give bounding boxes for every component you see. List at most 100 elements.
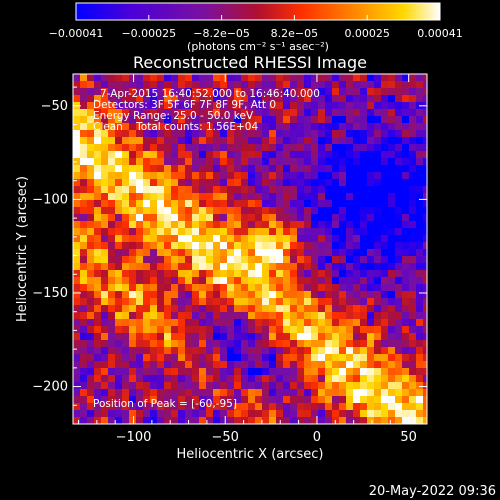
heatmap-cell — [367, 305, 374, 312]
heatmap-cell — [304, 116, 311, 123]
heatmap-cell — [115, 312, 122, 319]
heatmap-cell — [199, 221, 206, 228]
heatmap-cell — [115, 354, 122, 361]
heatmap-cell — [255, 74, 262, 81]
heatmap-cell — [388, 403, 395, 410]
heatmap-cell — [80, 340, 87, 347]
heatmap-cell — [423, 375, 427, 382]
heatmap-cell — [115, 200, 122, 207]
heatmap-cell — [129, 200, 136, 207]
heatmap-cell — [150, 284, 157, 291]
heatmap-cell — [395, 326, 402, 333]
heatmap-cell — [325, 81, 332, 88]
heatmap-cell — [290, 116, 297, 123]
heatmap-cell — [199, 214, 206, 221]
heatmap-cell — [276, 165, 283, 172]
heatmap-cell — [339, 396, 346, 403]
heatmap-cell — [311, 221, 318, 228]
heatmap-cell — [360, 270, 367, 277]
heatmap-cell — [339, 165, 346, 172]
heatmap-cell — [297, 403, 304, 410]
heatmap-cell — [353, 347, 360, 354]
heatmap-cell — [325, 354, 332, 361]
heatmap-cell — [171, 193, 178, 200]
heatmap-cell — [395, 74, 402, 81]
heatmap-cell — [381, 193, 388, 200]
heatmap-cell — [283, 214, 290, 221]
heatmap-cell — [220, 382, 227, 389]
heatmap-cell — [318, 347, 325, 354]
heatmap-cell — [108, 375, 115, 382]
heatmap-cell — [381, 382, 388, 389]
heatmap-cell — [374, 186, 381, 193]
heatmap-cell — [304, 214, 311, 221]
heatmap-cell — [339, 298, 346, 305]
heatmap-cell — [325, 179, 332, 186]
heatmap-cell — [304, 207, 311, 214]
heatmap-cell — [213, 109, 220, 116]
heatmap-cell — [269, 284, 276, 291]
heatmap-cell — [311, 158, 318, 165]
heatmap-cell — [311, 396, 318, 403]
heatmap-cell — [318, 256, 325, 263]
heatmap-cell — [136, 221, 143, 228]
heatmap-cell — [87, 368, 94, 375]
heatmap-cell — [199, 368, 206, 375]
heatmap-cell — [136, 361, 143, 368]
heatmap-cell — [164, 382, 171, 389]
heatmap-cell — [269, 228, 276, 235]
heatmap-cell — [220, 179, 227, 186]
heatmap-cell — [171, 158, 178, 165]
heatmap-cell — [206, 354, 213, 361]
heatmap-cell — [360, 179, 367, 186]
heatmap-cell — [276, 102, 283, 109]
heatmap-cell — [101, 214, 108, 221]
heatmap-cell — [395, 312, 402, 319]
heatmap-cell — [360, 102, 367, 109]
heatmap-cell — [360, 389, 367, 396]
heatmap-cell — [192, 221, 199, 228]
heatmap-cell — [199, 144, 206, 151]
heatmap-cell — [101, 137, 108, 144]
heatmap-cell — [178, 242, 185, 249]
heatmap-cell — [227, 193, 234, 200]
heatmap-cell — [108, 249, 115, 256]
heatmap-cell — [360, 284, 367, 291]
heatmap-cell — [409, 256, 416, 263]
heatmap-cell — [143, 109, 150, 116]
heatmap-cell — [234, 109, 241, 116]
heatmap-cell — [416, 270, 423, 277]
heatmap-cell — [374, 361, 381, 368]
heatmap-cell — [73, 319, 80, 326]
heatmap-cell — [157, 74, 164, 81]
heatmap-cell — [395, 116, 402, 123]
heatmap-cell — [178, 256, 185, 263]
heatmap-cell — [416, 249, 423, 256]
heatmap-cell — [255, 95, 262, 102]
heatmap-cell — [269, 144, 276, 151]
heatmap-cell — [374, 389, 381, 396]
heatmap-cell — [192, 284, 199, 291]
heatmap-cell — [318, 319, 325, 326]
heatmap-cell — [409, 305, 416, 312]
heatmap-cell — [395, 235, 402, 242]
heatmap-cell — [311, 116, 318, 123]
heatmap-cell — [241, 200, 248, 207]
heatmap-cell — [423, 417, 427, 424]
heatmap-cell — [178, 340, 185, 347]
heatmap-cell — [213, 347, 220, 354]
heatmap-cell — [367, 277, 374, 284]
heatmap-cell — [395, 270, 402, 277]
heatmap-cell — [178, 249, 185, 256]
heatmap-cell — [402, 410, 409, 417]
heatmap-cell — [157, 200, 164, 207]
heatmap-cell — [234, 326, 241, 333]
heatmap-cell — [332, 207, 339, 214]
heatmap-cell — [101, 298, 108, 305]
heatmap-cell — [255, 340, 262, 347]
heatmap-cell — [248, 354, 255, 361]
heatmap-cell — [423, 88, 427, 95]
heatmap-cell — [185, 298, 192, 305]
heatmap-cell — [94, 207, 101, 214]
heatmap-cell — [129, 249, 136, 256]
